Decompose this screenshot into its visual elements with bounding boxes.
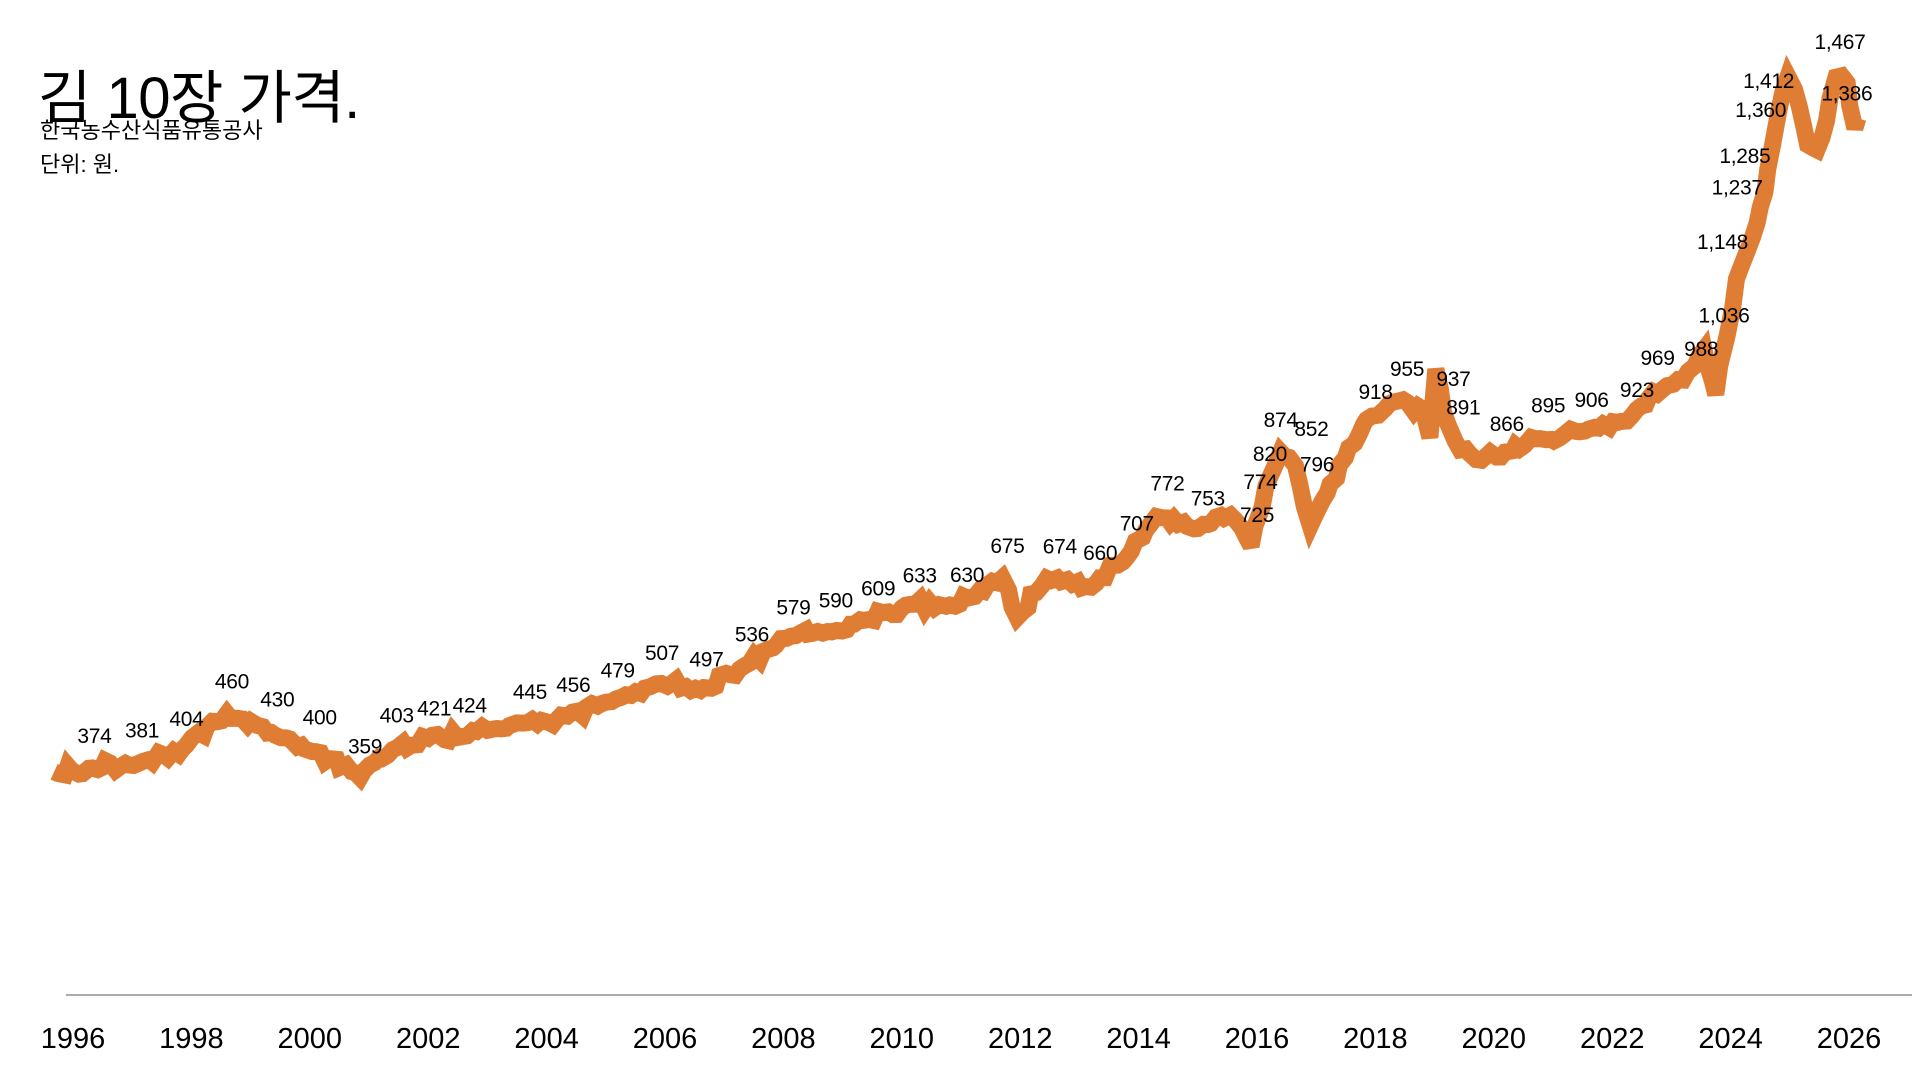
data-label: 1,360 xyxy=(1735,99,1786,122)
data-label: 630 xyxy=(950,564,984,587)
data-label: 404 xyxy=(169,708,204,731)
data-label: 1,148 xyxy=(1697,231,1748,254)
data-label: 1,237 xyxy=(1712,177,1763,200)
x-tick-label: 2002 xyxy=(396,1023,461,1055)
data-label: 579 xyxy=(776,596,810,619)
data-label: 359 xyxy=(348,736,382,759)
data-label: 609 xyxy=(861,578,895,601)
data-label: 456 xyxy=(556,674,590,697)
data-label: 725 xyxy=(1240,504,1274,527)
data-label: 906 xyxy=(1575,389,1609,412)
data-label: 675 xyxy=(990,535,1024,558)
data-label: 374 xyxy=(77,725,112,748)
chart-unit-note: 단위: 원. xyxy=(40,152,120,177)
data-label: 988 xyxy=(1684,338,1718,361)
x-tick-label: 2008 xyxy=(751,1023,816,1055)
data-label: 536 xyxy=(735,624,769,647)
chart-title: 김 10장 가격. xyxy=(38,65,360,131)
data-label: 923 xyxy=(1620,379,1654,402)
data-label: 400 xyxy=(303,707,337,730)
data-label: 955 xyxy=(1390,358,1424,381)
data-label: 1,036 xyxy=(1698,305,1749,328)
data-label: 895 xyxy=(1531,395,1565,418)
data-label: 852 xyxy=(1294,418,1328,441)
data-label: 918 xyxy=(1359,381,1393,404)
x-tick-label: 2004 xyxy=(514,1023,579,1055)
data-label: 753 xyxy=(1191,488,1225,511)
x-tick-label: 2026 xyxy=(1817,1023,1882,1055)
data-label: 403 xyxy=(380,705,414,728)
chart-subtitle: 한국농수산식품유통공사 단위: 원. xyxy=(40,114,263,182)
data-label: 772 xyxy=(1150,473,1184,496)
x-tick-label: 2016 xyxy=(1225,1023,1290,1055)
data-label: 866 xyxy=(1490,413,1524,436)
data-label: 660 xyxy=(1083,542,1117,565)
x-tick-label: 2014 xyxy=(1106,1023,1171,1055)
data-label: 796 xyxy=(1300,453,1334,476)
data-label: 1,467 xyxy=(1814,31,1865,54)
x-tick-label: 1998 xyxy=(159,1023,224,1055)
data-label: 1,412 xyxy=(1743,70,1794,93)
data-label: 891 xyxy=(1446,396,1480,419)
x-tick-label: 2024 xyxy=(1698,1023,1763,1055)
x-tick-label: 2022 xyxy=(1580,1023,1645,1055)
data-label: 460 xyxy=(215,671,249,694)
data-label: 937 xyxy=(1436,368,1470,391)
data-label: 497 xyxy=(689,648,723,671)
data-label: 874 xyxy=(1264,409,1299,432)
data-label: 1,386 xyxy=(1821,82,1872,105)
data-label: 507 xyxy=(645,642,679,665)
x-tick-label: 2020 xyxy=(1462,1023,1527,1055)
data-label: 633 xyxy=(903,564,937,587)
data-label: 424 xyxy=(453,694,488,717)
x-tick-label: 2012 xyxy=(988,1023,1053,1055)
data-label: 590 xyxy=(819,590,853,613)
data-label: 445 xyxy=(513,681,547,704)
chart-source: 한국농수산식품유통공사 xyxy=(40,118,263,143)
data-label: 430 xyxy=(260,689,294,712)
data-label: 774 xyxy=(1243,471,1278,494)
x-tick-label: 2010 xyxy=(870,1023,935,1055)
x-tick-label: 1996 xyxy=(41,1023,106,1055)
data-label: 820 xyxy=(1253,443,1287,466)
data-label: 381 xyxy=(125,720,159,743)
x-tick-label: 2000 xyxy=(278,1023,343,1055)
data-label: 421 xyxy=(417,697,451,720)
x-tick-label: 2018 xyxy=(1343,1023,1408,1055)
x-tick-label: 2006 xyxy=(633,1023,698,1055)
price-line-band xyxy=(50,54,1867,792)
data-label: 1,285 xyxy=(1719,145,1770,168)
data-label: 969 xyxy=(1641,347,1675,370)
data-label: 674 xyxy=(1043,535,1078,558)
data-label: 707 xyxy=(1120,513,1154,536)
data-label: 479 xyxy=(601,660,635,683)
